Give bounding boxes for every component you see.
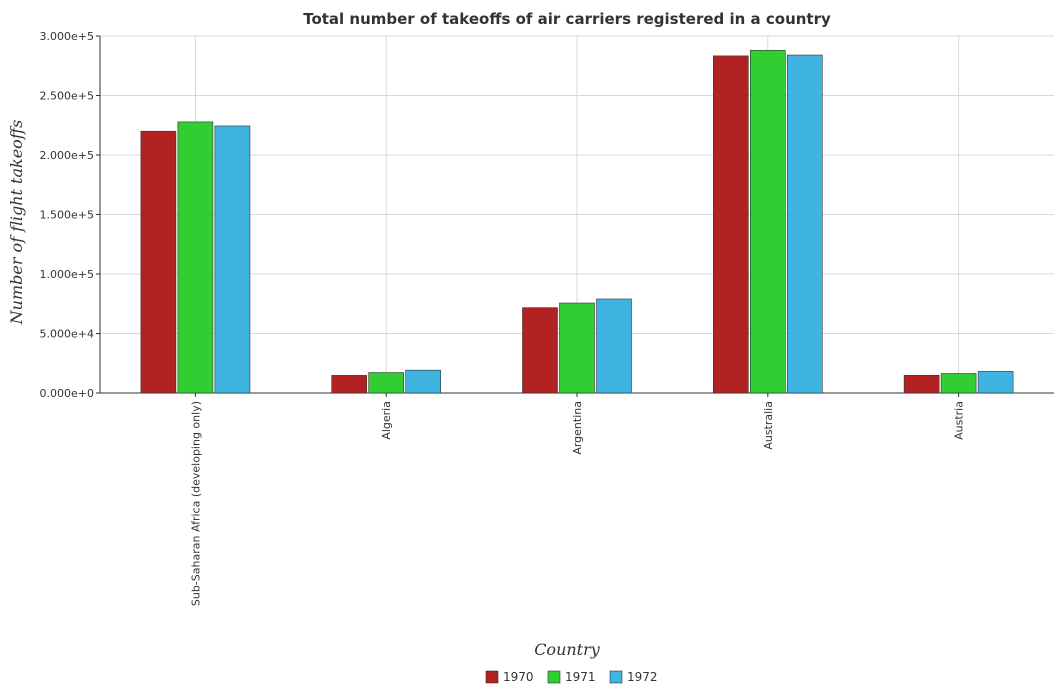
bar-1971 — [940, 373, 977, 394]
bars — [140, 49, 1014, 394]
bar-1970 — [522, 307, 558, 394]
bar-1972 — [214, 125, 251, 394]
x-tick-label: Austria — [953, 401, 966, 440]
x-tick-label: Argentina — [571, 401, 584, 455]
legend: 1970 1971 1972 — [485, 670, 658, 684]
x-tick-label: Algeria — [380, 401, 393, 440]
legend-swatch-1971 — [547, 670, 561, 684]
bar-1971 — [559, 302, 595, 394]
legend-label-1971: 1971 — [565, 670, 596, 684]
legend-swatch-1970 — [485, 670, 499, 684]
legend-label-1972: 1972 — [627, 670, 658, 684]
y-axis-label: Number of flight takeoffs — [7, 120, 26, 326]
y-tick-label: 5.000e+4 — [40, 328, 94, 341]
y-tick-label: 3.000e+5 — [40, 30, 94, 43]
tick-labels: 0.000e+0 5.000e+4 1.000e+5 1.500e+5 2.000e+5… — [40, 30, 966, 606]
bar-1972 — [786, 54, 823, 394]
legend-swatch-1972 — [609, 670, 623, 684]
bar-1972 — [405, 369, 442, 394]
bar-1972 — [596, 298, 632, 394]
bar-1971 — [749, 49, 786, 394]
bar-1971 — [368, 372, 405, 394]
bar-1970 — [712, 55, 749, 394]
y-tick-label: 2.500e+5 — [40, 90, 94, 103]
bar-1971 — [177, 121, 214, 394]
y-tick-label: 0.000e+0 — [40, 387, 94, 400]
x-axis-label: Country — [534, 640, 601, 659]
y-tick-label: 1.500e+5 — [40, 209, 94, 222]
bar-1970 — [331, 375, 368, 394]
x-tick-label: Australia — [762, 401, 775, 450]
y-tick-label: 1.000e+5 — [40, 268, 94, 281]
bar-1972 — [977, 371, 1014, 394]
bar-1970 — [140, 130, 177, 394]
x-tick-label: Sub-Saharan Africa (developing only) — [189, 401, 202, 606]
chart-title: Total number of takeoffs of air carriers… — [303, 10, 831, 28]
legend-label-1970: 1970 — [503, 670, 534, 684]
y-tick-label: 2.000e+5 — [40, 149, 94, 162]
bar-1970 — [903, 374, 940, 394]
